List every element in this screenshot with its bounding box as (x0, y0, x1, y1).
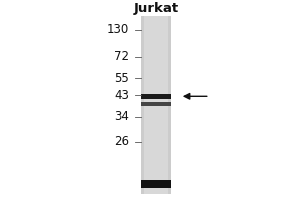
Text: 72: 72 (114, 50, 129, 63)
Text: 43: 43 (114, 89, 129, 102)
Text: Jurkat: Jurkat (134, 2, 178, 15)
Bar (141, 102, 171, 106)
Bar (141, 180, 171, 188)
Text: 34: 34 (114, 110, 129, 123)
Text: 26: 26 (114, 135, 129, 148)
Text: 55: 55 (114, 72, 129, 85)
Bar (141, 16, 171, 194)
Bar (144, 16, 168, 194)
Bar (141, 94, 171, 99)
Text: 130: 130 (107, 23, 129, 36)
